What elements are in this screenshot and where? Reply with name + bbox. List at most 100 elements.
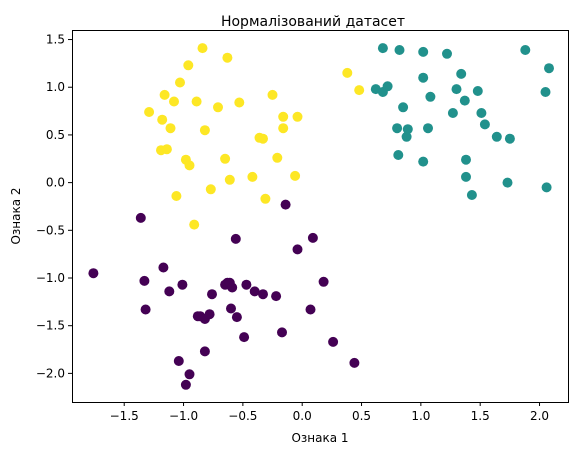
data-point xyxy=(260,193,271,204)
data-point xyxy=(349,357,360,368)
data-point xyxy=(277,327,287,338)
data-point xyxy=(382,81,393,92)
data-point xyxy=(423,123,433,134)
data-point xyxy=(135,212,146,223)
data-point xyxy=(271,291,282,302)
y-tick-label: 1.5 xyxy=(46,33,65,47)
data-point xyxy=(165,123,176,134)
data-point xyxy=(159,89,170,100)
data-point xyxy=(139,275,150,286)
data-point xyxy=(466,190,477,200)
y-tick-label: 1.0 xyxy=(46,80,65,94)
data-point xyxy=(479,119,490,130)
data-point xyxy=(292,111,303,122)
data-point xyxy=(290,170,301,181)
data-point xyxy=(280,199,291,210)
data-point xyxy=(199,125,210,136)
data-point xyxy=(447,108,458,118)
data-point xyxy=(307,232,318,243)
data-point xyxy=(418,72,429,83)
x-tick-label: 0.0 xyxy=(293,409,312,423)
data-point xyxy=(476,108,487,118)
data-point xyxy=(231,312,242,323)
data-point xyxy=(180,379,191,390)
y-tick-label: −2.0 xyxy=(36,366,65,380)
y-tick-label: −1.0 xyxy=(36,271,65,285)
data-point xyxy=(171,191,182,201)
data-point xyxy=(328,336,339,347)
data-point xyxy=(247,171,258,182)
data-point xyxy=(398,102,409,113)
data-point xyxy=(173,356,184,366)
chart-title: Нормалізований датасет xyxy=(221,14,405,30)
data-point xyxy=(222,52,233,63)
x-axis-title: Ознака 1 xyxy=(291,431,348,445)
data-point xyxy=(197,43,208,54)
data-point xyxy=(267,89,278,100)
data-point xyxy=(456,68,467,79)
data-point xyxy=(249,286,260,297)
x-tick-label: 1.5 xyxy=(471,409,490,423)
data-point xyxy=(504,133,515,144)
data-point xyxy=(207,289,217,300)
data-point xyxy=(239,332,250,343)
data-point xyxy=(220,153,231,164)
data-point xyxy=(305,304,316,315)
data-point xyxy=(402,124,413,135)
x-tick-label: −1.5 xyxy=(110,409,139,423)
data-point xyxy=(140,304,151,315)
data-point xyxy=(161,144,172,155)
data-point xyxy=(272,152,283,163)
data-point xyxy=(241,279,252,290)
data-point xyxy=(158,262,169,273)
plot-frame xyxy=(72,30,569,403)
data-point xyxy=(169,96,179,107)
data-point xyxy=(461,171,471,182)
data-point xyxy=(540,87,551,97)
data-point xyxy=(342,67,353,78)
data-point xyxy=(418,156,429,167)
data-point xyxy=(189,219,200,230)
x-tick-label: −0.5 xyxy=(228,409,257,423)
data-point xyxy=(354,85,365,96)
y-tick-label: 0.5 xyxy=(46,128,65,142)
data-point xyxy=(184,369,195,380)
data-point xyxy=(472,86,483,96)
y-tick-label: −1.5 xyxy=(36,319,65,333)
data-point xyxy=(258,133,268,144)
data-point xyxy=(88,268,99,279)
data-point xyxy=(292,244,303,255)
data-point xyxy=(394,45,405,55)
y-axis-title: Ознака 2 xyxy=(9,187,23,244)
data-point xyxy=(224,174,235,185)
data-point xyxy=(157,114,168,125)
data-point xyxy=(213,102,223,113)
x-tick-label: 2.0 xyxy=(530,409,549,423)
data-point xyxy=(520,45,531,55)
data-point xyxy=(392,123,403,134)
data-point xyxy=(184,160,195,171)
data-point xyxy=(491,131,502,142)
data-point xyxy=(199,346,210,357)
data-point xyxy=(442,48,452,59)
data-point xyxy=(278,111,289,122)
data-point xyxy=(541,182,552,193)
data-point xyxy=(278,123,289,134)
data-point xyxy=(418,46,429,57)
y-tick-label: 0.0 xyxy=(46,176,65,190)
data-point xyxy=(191,96,202,107)
data-point xyxy=(544,63,554,74)
data-point xyxy=(177,279,188,290)
data-point xyxy=(205,184,216,195)
data-point xyxy=(226,303,236,314)
data-point xyxy=(451,84,462,95)
x-tick-label: 1.0 xyxy=(411,409,430,423)
data-point xyxy=(227,282,238,293)
x-tick-label: −1.0 xyxy=(169,409,198,423)
data-point xyxy=(425,91,436,102)
data-point xyxy=(230,233,241,244)
data-point xyxy=(183,60,194,71)
data-point xyxy=(459,95,470,106)
data-point xyxy=(258,289,268,300)
